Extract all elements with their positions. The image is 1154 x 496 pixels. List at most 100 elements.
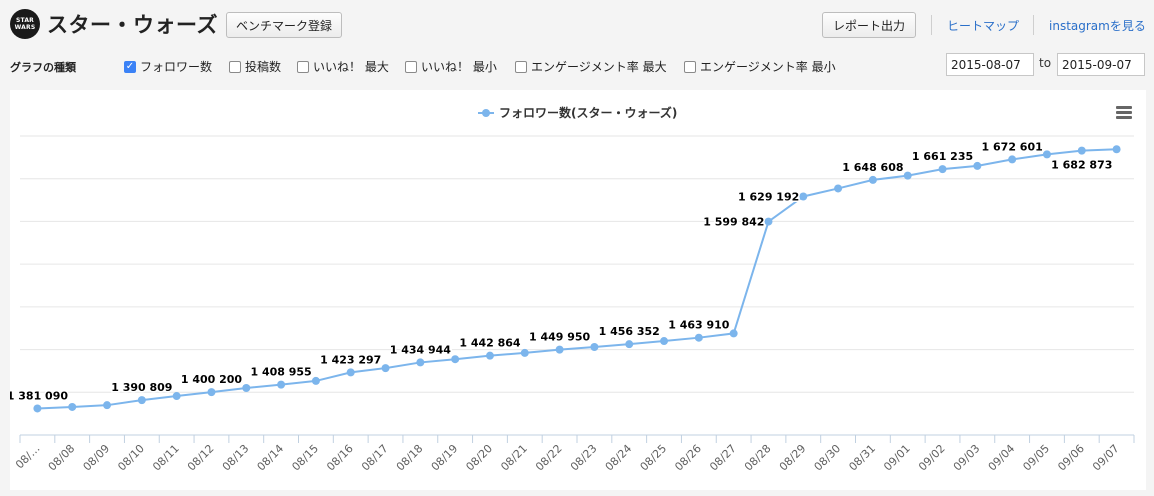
data-label: 1 599 842: [703, 216, 764, 229]
x-tick-label: 08/26: [672, 442, 704, 474]
checkbox-label: 投稿数: [245, 60, 282, 74]
data-point: [346, 368, 355, 377]
data-point: [311, 376, 320, 385]
checkbox-label: エンゲージメント率 最大: [531, 60, 667, 74]
checkbox-icon[interactable]: [297, 60, 309, 73]
x-tick-label: 08/16: [324, 442, 356, 474]
data-point: [938, 165, 947, 174]
hamburger-menu-icon[interactable]: [1116, 106, 1132, 119]
x-tick-label: 08/25: [638, 442, 670, 474]
date-range-to-label: to: [1039, 56, 1052, 70]
x-tick-label: 09/05: [1020, 442, 1052, 474]
data-point: [451, 355, 460, 364]
x-tick-label: 08/13: [220, 442, 252, 474]
x-tick-label: 08/15: [289, 442, 321, 474]
follower-chart: 08/… 08/08 08/09 08/10 08/11 08/12 08/13 08/14 0…: [5, 90, 1146, 490]
x-tick-label: 09/06: [1055, 442, 1087, 474]
date-from-input[interactable]: [946, 53, 1034, 76]
data-label: 1 682 873: [1051, 159, 1112, 172]
instagram-link[interactable]: instagramを見る: [1049, 19, 1146, 33]
checkbox-posts[interactable]: 投稿数: [229, 58, 281, 75]
x-tick-label: 09/07: [1090, 442, 1122, 474]
x-tick-label: 08/17: [359, 442, 391, 474]
divider: [1033, 15, 1034, 35]
data-label: 1 463 910: [668, 319, 730, 332]
x-tick-label: 09/02: [916, 442, 948, 474]
x-tick-label: 09/01: [881, 442, 913, 474]
data-label: 1 390 809: [111, 381, 172, 394]
top-bar: STAR WARS スター・ウォーズ ベンチマーク登録 レポート出力 ヒートマップ…: [0, 0, 1154, 50]
data-point: [799, 192, 808, 201]
data-point: [1042, 150, 1051, 159]
data-point: [729, 329, 738, 338]
x-tick-label: 08/08: [46, 442, 78, 474]
report-export-button[interactable]: レポート出力: [822, 12, 916, 38]
data-label: 1 381 090: [10, 389, 68, 402]
data-label: 1 456 352: [599, 325, 660, 338]
x-tick-label: 08/29: [777, 442, 809, 474]
x-tick-label: 08/12: [185, 442, 217, 474]
data-point: [694, 333, 703, 342]
data-point: [903, 171, 912, 180]
checkbox-icon[interactable]: [229, 60, 241, 73]
data-label: 1 449 950: [529, 331, 591, 344]
checkbox-followers[interactable]: ✓ フォロワー数: [124, 58, 212, 75]
x-tick-label: 08/19: [429, 442, 461, 474]
data-label: 1 408 955: [250, 366, 311, 379]
data-point: [103, 401, 112, 410]
legend-marker: [482, 109, 490, 117]
data-point: [625, 340, 634, 349]
data-point: [381, 364, 390, 373]
data-label: 1 648 608: [842, 161, 903, 174]
x-tick-label: 08/28: [742, 442, 774, 474]
x-tick-label: 08/21: [498, 442, 530, 474]
x-tick-label: 08/10: [115, 442, 147, 474]
data-point: [416, 358, 425, 367]
data-label: 1 434 944: [390, 343, 452, 356]
data-point: [660, 337, 669, 346]
x-tick-label: 08/27: [707, 442, 739, 474]
checkbox-engagement-min[interactable]: エンゲージメント率 最小: [684, 58, 836, 75]
data-point: [555, 345, 564, 354]
chart-svg: 08/… 08/08 08/09 08/10 08/11 08/12 08/13 08/14 0…: [5, 105, 1135, 474]
x-tick-label: 08/30: [812, 442, 844, 474]
data-label: 1 400 200: [181, 373, 243, 386]
x-tick-label: 08/09: [81, 442, 113, 474]
data-point: [242, 384, 251, 393]
x-tick-label: 08/23: [568, 442, 600, 474]
divider: [931, 15, 932, 35]
data-label: 1 629 192: [738, 190, 799, 203]
benchmark-register-button[interactable]: ベンチマーク登録: [226, 12, 342, 38]
graph-type-filters: グラフの種類 ✓ フォロワー数 投稿数 いいね！ 最大 いいね！ 最小 エンゲージ…: [0, 52, 1154, 78]
x-tick-label: 08/20: [463, 442, 495, 474]
checkbox-icon[interactable]: [684, 60, 696, 73]
data-point: [1077, 146, 1086, 155]
data-point: [520, 348, 529, 357]
data-point: [1112, 145, 1121, 154]
checkbox-checked-icon[interactable]: ✓: [124, 60, 136, 73]
data-point: [834, 184, 843, 193]
data-point: [172, 392, 181, 401]
data-point: [33, 404, 42, 413]
data-label: 1 672 601: [982, 140, 1043, 153]
data-label: 1 442 864: [459, 337, 521, 350]
checkbox-likes-min[interactable]: いいね！ 最小: [405, 58, 497, 75]
checkbox-engagement-max[interactable]: エンゲージメント率 最大: [515, 58, 667, 75]
star-wars-logo: STAR WARS: [10, 9, 40, 39]
data-point: [277, 380, 286, 389]
data-point: [868, 175, 877, 184]
data-point: [764, 217, 773, 226]
checkbox-label: いいね！ 最大: [313, 60, 389, 74]
x-tick-label: 08/22: [533, 442, 565, 474]
checkbox-label: フォロワー数: [140, 60, 213, 74]
checkbox-likes-max[interactable]: いいね！ 最大: [297, 58, 389, 75]
x-tick-label: 08/…: [13, 442, 42, 471]
data-point: [485, 351, 494, 360]
heatmap-link[interactable]: ヒートマップ: [947, 19, 1020, 33]
date-to-input[interactable]: [1057, 53, 1145, 76]
checkbox-icon[interactable]: [405, 60, 417, 73]
page-title: スター・ウォーズ: [47, 13, 218, 37]
x-tick-label: 08/24: [603, 442, 635, 474]
x-tick-label: 09/04: [986, 442, 1018, 474]
checkbox-icon[interactable]: [515, 60, 527, 73]
